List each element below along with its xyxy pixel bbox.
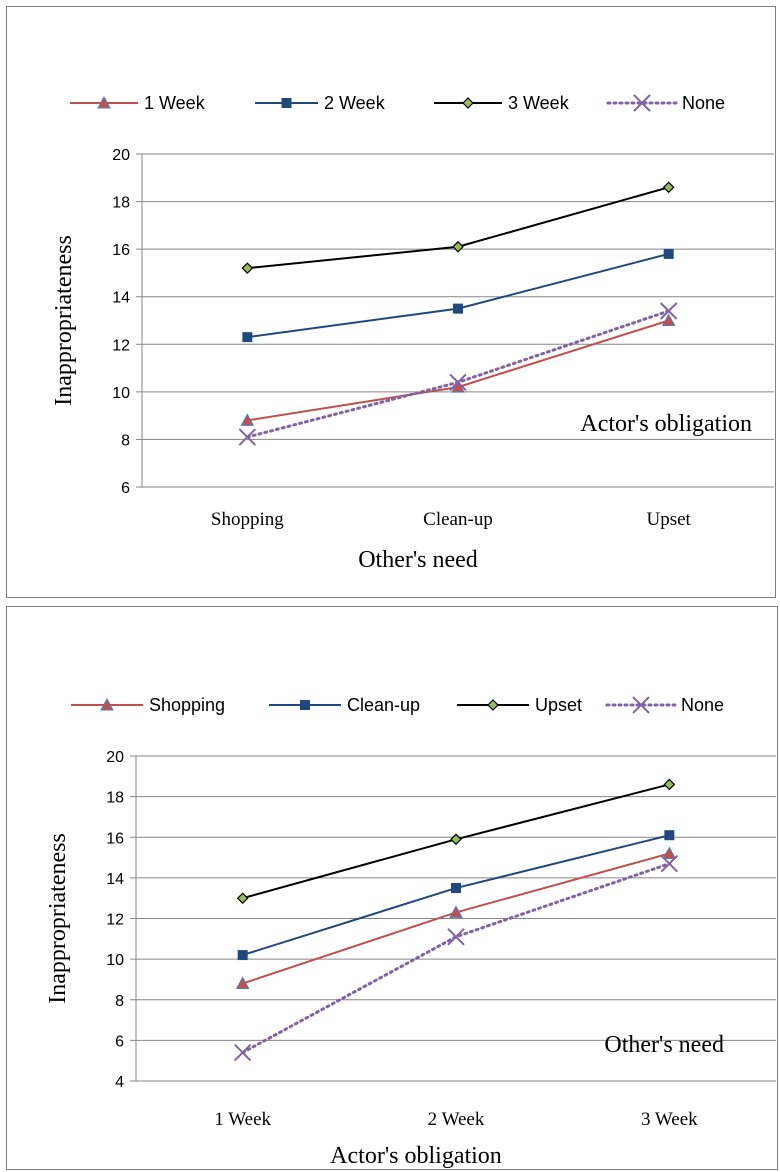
y-tick-label: 4 [115,1074,124,1091]
x-axis-title: Actor's obligation [330,1143,502,1169]
chart-svg-bottom: 4 6 8 10 12 14 16 18 20 1 Week 2 Week 3 Week Actor's… [45,695,776,1169]
data-point [660,854,679,873]
data-point [450,833,462,846]
y-tick-label: 8 [121,432,130,449]
y-tick-label: 20 [112,147,130,164]
data-point [453,303,463,314]
x-axis-title: Other's need [358,547,478,573]
data-point [236,892,249,905]
legend-marker [100,697,114,711]
series-line [247,319,669,422]
data-point [664,830,675,841]
data-point [662,181,675,194]
x-tick-label: 1 Week [214,1109,271,1130]
legend-label: Shopping [149,695,225,715]
data-point [451,883,461,894]
chart-annotation: Other's need [604,1032,724,1058]
y-tick-label: 14 [112,290,130,307]
data-point [242,332,253,343]
legend-label: 3 Week [508,93,570,113]
legend-label: Upset [535,695,582,715]
data-point [449,373,467,392]
y-tick-label: 6 [121,480,130,497]
gridlines [136,153,774,488]
legend-label: Clean-up [347,695,420,715]
y-tick-label: 20 [106,749,124,766]
series-shopping [235,846,677,989]
y-tick-label: 16 [106,830,124,847]
legend-marker [487,699,499,711]
y-tick-label: 10 [112,385,130,402]
chart-annotation: Actor's obligation [580,411,752,437]
chart-panel-bottom: 4 6 8 10 12 14 16 18 20 1 Week 2 Week 3 Week Actor's… [6,606,778,1170]
legend-label: None [681,695,724,715]
series-3-week [241,181,675,275]
data-point [449,905,463,918]
x-tick-label: Shopping [211,509,284,530]
series-none [238,302,678,446]
y-tick-label: 8 [115,993,124,1010]
legend-marker [462,97,474,109]
y-tick-label: 12 [106,912,124,929]
y-tick-label: 18 [106,790,124,807]
data-point [662,846,677,859]
y-tick-label: 14 [106,871,124,888]
legend-label: 1 Week [144,93,206,113]
y-axis-title: Inappropriateness [51,235,77,406]
series-2-week [242,248,674,343]
y-tick-label: 16 [112,242,130,259]
data-point [447,928,465,946]
legend-marker [281,98,292,108]
data-point [663,778,676,791]
data-point [663,248,674,259]
x-tick-label: 3 Week [641,1109,698,1130]
legend-marker [632,696,650,714]
data-point [661,313,676,326]
data-point [235,976,250,989]
data-point [659,302,678,320]
legend-label: None [682,93,725,113]
x-tick-label: Upset [647,509,692,530]
series-line [247,186,669,270]
series-line [247,252,669,339]
legend-marker [97,95,111,109]
data-point [240,413,255,426]
y-tick-label: 10 [106,952,124,969]
data-point [238,428,257,446]
data-point [241,262,254,275]
series-none [233,854,679,1062]
data-point [233,1043,252,1062]
series-clean-up [237,830,675,961]
legend: Shopping Clean-up Upset None [71,695,724,715]
y-tick-label: 6 [115,1033,124,1050]
y-tick-label: 12 [112,337,130,354]
data-point [452,240,464,253]
x-tick-label: Clean-up [423,509,493,530]
chart-svg-top: 6 8 10 12 14 16 18 20 Shopping Clean-up Upset Other… [51,93,774,573]
legend-label: 2 Week [324,93,386,113]
y-tick-label: 18 [112,195,130,212]
legend: 1 Week 2 Week 3 Week None [70,93,725,113]
y-axis-title: Inappropriateness [45,833,71,1004]
data-point [237,950,248,961]
series-upset [236,778,676,905]
x-tick-label: 2 Week [428,1109,485,1130]
legend-marker [633,94,651,112]
chart-panel-top: 6 8 10 12 14 16 18 20 Shopping Clean-up Upset Other… [6,6,776,598]
legend-marker [300,700,310,710]
